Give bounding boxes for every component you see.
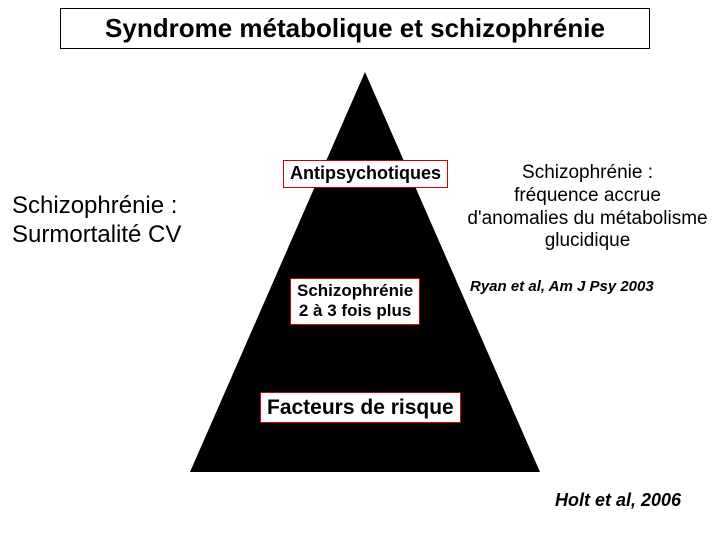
citation-holt: Holt et al, 2006 [555, 490, 681, 511]
citation-ryan: Ryan et al, Am J Psy 2003 [470, 278, 654, 295]
right-annotation: Schizophrénie : fréquence accrue d'anoma… [460, 162, 715, 253]
left-annotation-line2: Surmortalité CV [12, 221, 181, 248]
left-annotation: Schizophrénie : Surmortalité CV [12, 192, 181, 250]
pyramid-label-middle-line1: Schizophrénie [297, 281, 413, 300]
pyramid-label-bottom: Facteurs de risque [260, 392, 461, 423]
left-annotation-line1: Schizophrénie : [12, 192, 177, 219]
right-annotation-line3: d'anomalies du métabolisme [467, 208, 707, 229]
pyramid-label-top: Antipsychotiques [283, 160, 448, 188]
right-annotation-line2: fréquence accrue [514, 185, 661, 206]
pyramid-label-middle: Schizophrénie 2 à 3 fois plus [290, 278, 420, 325]
pyramid-label-middle-line2: 2 à 3 fois plus [299, 301, 411, 320]
page-title: Syndrome métabolique et schizophrénie [60, 8, 650, 49]
right-annotation-line1: Schizophrénie : [522, 162, 653, 183]
right-annotation-line4: glucidique [545, 230, 631, 251]
